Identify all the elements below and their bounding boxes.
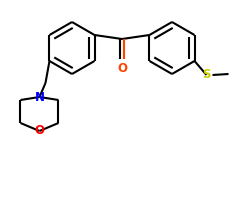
Text: N: N [35, 90, 44, 104]
Text: O: O [35, 124, 44, 138]
Text: S: S [202, 68, 211, 82]
Text: O: O [117, 62, 127, 75]
